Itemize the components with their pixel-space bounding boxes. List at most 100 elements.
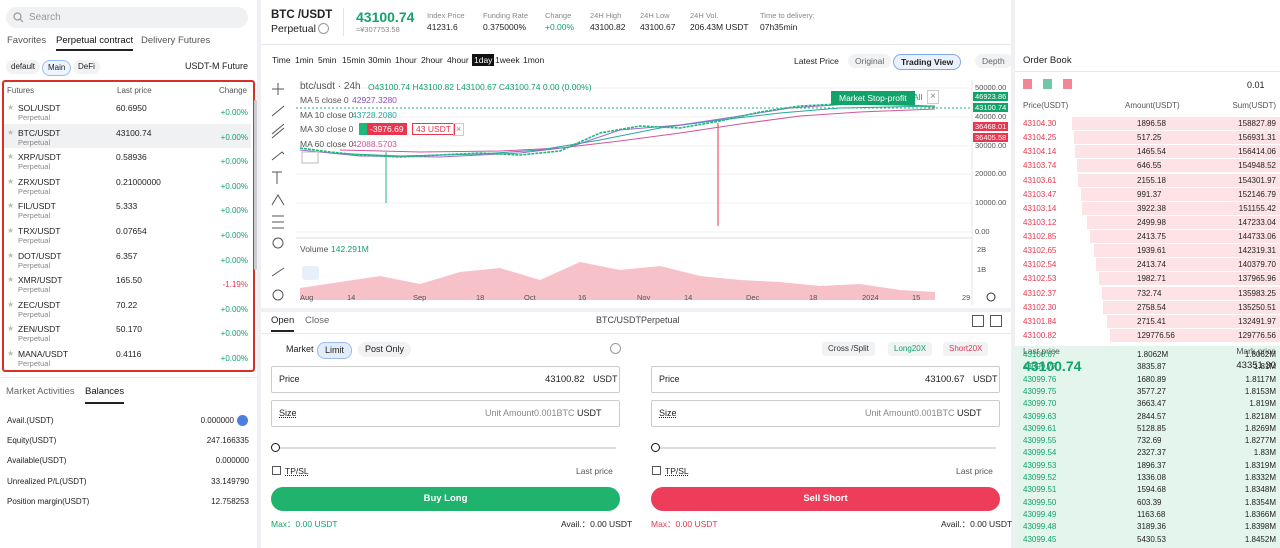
interval[interactable]: 5min	[318, 55, 337, 65]
precision[interactable]: 0.01	[1247, 80, 1265, 90]
slider-track[interactable]	[276, 447, 616, 449]
ask-price[interactable]: 43102.54	[1023, 260, 1057, 270]
bid-price[interactable]: 43099.45	[1023, 534, 1057, 544]
ask-price[interactable]: 43104.30	[1023, 119, 1057, 128]
collapse-button[interactable]	[301, 151, 319, 164]
bid-price[interactable]: 43099.55	[1023, 436, 1057, 446]
layout-icon[interactable]	[972, 315, 984, 327]
trade-button[interactable]: Buy Long	[271, 487, 620, 511]
close-stop[interactable]: ×	[927, 90, 939, 104]
market-tab[interactable]: Perpetual contract	[56, 35, 134, 52]
ask-price[interactable]: 43103.47	[1023, 189, 1057, 199]
bid-price[interactable]: 43099.48	[1023, 522, 1057, 532]
close-tag[interactable]: ×	[453, 123, 465, 136]
ask-price[interactable]: 43103.14	[1023, 203, 1057, 213]
bid-price[interactable]: 43099.76	[1023, 374, 1057, 384]
ask-price[interactable]: 43103.12	[1023, 217, 1057, 227]
bid-price[interactable]: 43099.63	[1023, 411, 1057, 421]
ask-price[interactable]: 43103.61	[1023, 175, 1057, 185]
market-tab[interactable]: Delivery Futures	[141, 35, 211, 46]
bid-price[interactable]: 43099.75	[1023, 386, 1057, 396]
order-type[interactable]: Market	[286, 344, 314, 354]
settings-icon[interactable]	[986, 292, 996, 302]
transfer-icon[interactable]	[237, 415, 248, 426]
bid-price[interactable]: 43099.53	[1023, 460, 1057, 470]
interval[interactable]: 1week	[495, 55, 520, 65]
symbol[interactable]: MANA/USDT	[18, 349, 69, 359]
margin-setting[interactable]: Cross /Split	[822, 342, 875, 356]
order-type[interactable]: Post Only	[358, 342, 412, 357]
order-type[interactable]: Limit	[317, 342, 353, 359]
ask-price[interactable]: 43100.82	[1023, 330, 1057, 340]
interval[interactable]: 15min	[342, 55, 366, 65]
margin-setting[interactable]: Long20X	[888, 342, 933, 356]
price-type[interactable]: Latest Price	[794, 56, 839, 66]
interval[interactable]: 1hour	[395, 55, 417, 65]
bid-price[interactable]: 43099.50	[1023, 497, 1057, 507]
size-input[interactable]	[651, 400, 1000, 427]
interval[interactable]: 1min	[295, 55, 314, 65]
search-box[interactable]	[6, 7, 248, 28]
symbol[interactable]: DOT/USDT	[18, 250, 62, 261]
filter-chip[interactable]: Main	[42, 60, 72, 76]
tpsl-checkbox[interactable]	[272, 466, 281, 475]
bid-price[interactable]: 43099.54	[1023, 448, 1057, 458]
view-toggle[interactable]: Trading View	[893, 54, 962, 71]
symbol[interactable]: ZEC/USDT	[18, 299, 61, 310]
interval[interactable]: 30min	[368, 55, 392, 65]
symbol[interactable]: TRX/USDT	[18, 226, 61, 236]
view-toggle[interactable]: Depth	[975, 54, 1012, 69]
account-tab[interactable]: Market Activities	[6, 386, 75, 397]
slider-knob[interactable]	[271, 443, 280, 452]
ask-price[interactable]: 43101.84	[1023, 316, 1057, 326]
tpsl-checkbox[interactable]	[652, 466, 661, 475]
ask-price[interactable]: 43102.65	[1023, 246, 1057, 256]
bid-price[interactable]: 43099.49	[1023, 509, 1057, 519]
bid-price[interactable]: 43099.77	[1023, 362, 1057, 372]
price-input[interactable]	[271, 366, 620, 393]
market-select[interactable]: USDT-M Future	[185, 61, 249, 71]
pair[interactable]: BTC /USDT	[271, 9, 333, 21]
filter-chip[interactable]: default	[6, 60, 41, 74]
form-tab[interactable]: Close	[305, 315, 330, 326]
stop-profit-all[interactable]: All	[913, 92, 923, 102]
symbol[interactable]: FIL/USDT	[18, 201, 56, 212]
trigger[interactable]: Last price	[576, 466, 613, 476]
size-unit[interactable]: USDT	[957, 408, 982, 418]
filter-chip[interactable]: DeFi	[73, 60, 100, 74]
ask-price[interactable]: 43104.25	[1023, 133, 1057, 143]
form-tab[interactable]: Open	[271, 315, 295, 333]
margin-setting[interactable]: Short20X	[943, 342, 989, 356]
price-input[interactable]	[651, 366, 1000, 393]
symbol[interactable]: ZEN/USDT	[18, 324, 61, 335]
bid-price[interactable]: 43099.52	[1023, 473, 1057, 482]
trigger[interactable]: Last price	[956, 466, 993, 476]
market-tab[interactable]: Favorites	[7, 35, 47, 46]
bid-price[interactable]: 43099.61	[1023, 423, 1057, 433]
interval[interactable]: 1mon	[523, 55, 545, 65]
layout-icon[interactable]	[990, 315, 1002, 327]
bid-price[interactable]: 43100.67	[1023, 350, 1057, 359]
symbol[interactable]: SOL/USDT	[18, 103, 61, 113]
ask-price[interactable]: 43102.85	[1023, 232, 1057, 242]
ask-price[interactable]: 43102.30	[1023, 302, 1057, 312]
bid-price[interactable]: 43099.70	[1023, 399, 1057, 409]
interval[interactable]: 4hour	[447, 55, 469, 65]
symbol[interactable]: XMR/USDT	[18, 275, 63, 286]
size-unit[interactable]: USDT	[577, 408, 602, 418]
ask-price[interactable]: 43102.53	[1023, 274, 1057, 284]
symbol[interactable]: BTC/USDT	[18, 127, 61, 138]
book-view-icons[interactable]	[1023, 78, 1077, 90]
ask-price[interactable]: 43102.37	[1023, 288, 1057, 298]
slider-track[interactable]	[656, 447, 996, 449]
ask-price[interactable]: 43103.74	[1023, 161, 1057, 171]
symbol[interactable]: ZRX/USDT	[18, 176, 61, 187]
size-input[interactable]	[271, 400, 620, 427]
interval[interactable]: 1day	[472, 54, 495, 67]
account-tab[interactable]: Balances	[85, 386, 125, 405]
symbol[interactable]: XRP/USDT	[18, 152, 61, 163]
view-toggle[interactable]: Original	[848, 54, 892, 69]
trade-button[interactable]: Sell Short	[651, 487, 1000, 511]
slider-knob[interactable]	[651, 443, 660, 452]
ask-price[interactable]: 43104.14	[1023, 147, 1057, 157]
